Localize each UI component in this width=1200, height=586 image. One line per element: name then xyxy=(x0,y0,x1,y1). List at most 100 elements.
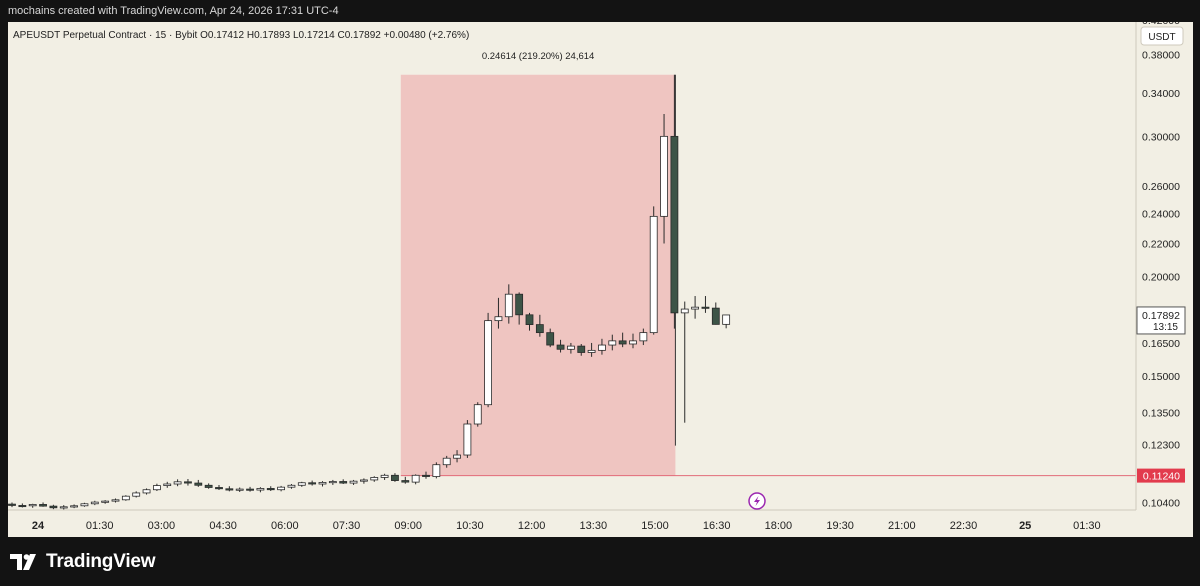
last-price-label: 0.17892 xyxy=(1142,310,1180,322)
candle-up[interactable] xyxy=(473,404,482,425)
candle-down[interactable] xyxy=(184,481,192,484)
candle-up[interactable] xyxy=(442,457,451,466)
candle-up[interactable] xyxy=(101,500,110,503)
candle-up[interactable] xyxy=(152,485,161,491)
candle-down[interactable] xyxy=(401,480,410,483)
time-tick-label: 19:30 xyxy=(826,520,854,532)
candle-up[interactable] xyxy=(173,481,182,485)
time-tick-label: 10:30 xyxy=(456,520,484,532)
time-tick-label: 01:30 xyxy=(86,520,114,532)
candle-down[interactable] xyxy=(308,482,317,485)
candle-up[interactable] xyxy=(484,320,493,406)
candle-up[interactable] xyxy=(370,477,379,481)
candle-down[interactable] xyxy=(618,340,627,345)
time-tick-label: 06:00 xyxy=(271,520,299,532)
candle-up[interactable] xyxy=(504,293,513,318)
candle-down[interactable] xyxy=(515,293,524,316)
candle-down[interactable] xyxy=(204,484,213,488)
time-tick-label: 04:30 xyxy=(209,520,237,532)
candle-up[interactable] xyxy=(111,499,120,502)
time-tick-label: 12:00 xyxy=(518,520,546,532)
candle-up[interactable] xyxy=(235,488,244,491)
time-tick-label: 22:30 xyxy=(950,520,978,532)
candle-up[interactable] xyxy=(629,340,637,345)
candle-up[interactable] xyxy=(142,489,151,494)
candle-up[interactable] xyxy=(349,480,358,484)
candle-up[interactable] xyxy=(28,504,37,507)
candle-up[interactable] xyxy=(660,135,668,217)
top-bar: mochains created with TradingView.com, A… xyxy=(0,0,1200,22)
measure-label: 0.24614 (219.20%) 24,614 xyxy=(482,51,595,62)
candle-down[interactable] xyxy=(556,344,565,350)
candle-down[interactable] xyxy=(701,306,710,309)
candle-down[interactable] xyxy=(246,488,254,491)
candle-down[interactable] xyxy=(225,488,234,491)
price-tick-label: 0.38000 xyxy=(1142,50,1180,62)
currency-badge[interactable] xyxy=(1140,26,1184,46)
candle-up[interactable] xyxy=(380,474,389,478)
candle-up[interactable] xyxy=(70,505,78,508)
candlestick-chart[interactable]: 0.24614 (219.20%) 24,614 APEUSDT Perpetua… xyxy=(8,22,1193,537)
tradingview-logo[interactable]: TradingView xyxy=(10,551,156,573)
candle-up[interactable] xyxy=(328,481,337,484)
candle-up[interactable] xyxy=(639,332,648,342)
candle-up[interactable] xyxy=(90,501,99,505)
candle-up[interactable] xyxy=(587,349,596,353)
candle-down[interactable] xyxy=(39,504,47,507)
candle-down[interactable] xyxy=(391,474,399,481)
candle-up[interactable] xyxy=(598,344,606,351)
candle-down[interactable] xyxy=(535,324,544,334)
candle-up[interactable] xyxy=(256,488,265,491)
candle-up[interactable] xyxy=(567,345,575,350)
candle-up[interactable] xyxy=(453,454,461,459)
candle-up[interactable] xyxy=(432,464,441,477)
candle-up[interactable] xyxy=(649,215,658,334)
time-tick-label: 13:30 xyxy=(580,520,608,532)
candle-up[interactable] xyxy=(59,506,68,509)
candle-up[interactable] xyxy=(297,482,306,486)
time-tick-label: 16:30 xyxy=(703,520,731,532)
candle-up[interactable] xyxy=(132,492,141,497)
price-line-badge[interactable] xyxy=(1137,468,1185,483)
candle-up[interactable] xyxy=(691,306,699,310)
candle-down[interactable] xyxy=(546,332,555,346)
tradingview-logo-icon xyxy=(10,554,36,570)
candle-down[interactable] xyxy=(194,482,203,486)
candle-down[interactable] xyxy=(266,488,275,491)
candle-down[interactable] xyxy=(525,314,534,325)
candle-down[interactable] xyxy=(49,505,58,509)
candle-down[interactable] xyxy=(670,135,679,314)
candle-up[interactable] xyxy=(277,486,286,491)
time-tick-label: 01:30 xyxy=(1073,520,1101,532)
candle-up[interactable] xyxy=(411,474,420,483)
candle-up[interactable] xyxy=(494,316,503,322)
candle-up[interactable] xyxy=(318,482,327,485)
time-tick-label: 15:00 xyxy=(641,520,669,532)
candle-down[interactable] xyxy=(422,474,430,477)
price-tick-label: 0.13500 xyxy=(1142,407,1180,419)
candle-down[interactable] xyxy=(215,487,223,490)
measure-zone[interactable] xyxy=(400,74,676,476)
candle-up[interactable] xyxy=(121,495,130,501)
candle-up[interactable] xyxy=(287,484,296,488)
price-tick-label: 0.26000 xyxy=(1142,181,1180,193)
candle-up[interactable] xyxy=(163,483,172,486)
candle-up[interactable] xyxy=(680,308,689,314)
last-price-badge[interactable] xyxy=(1136,306,1186,335)
ohlc-legend: APEUSDT Perpetual Contract · 15 · Bybit … xyxy=(13,30,469,41)
candle-up[interactable] xyxy=(608,340,617,346)
candle-up[interactable] xyxy=(359,479,368,482)
candle-down[interactable] xyxy=(711,307,720,325)
candle-down[interactable] xyxy=(8,503,16,506)
chart-pane[interactable]: 0.24614 (219.20%) 24,614 APEUSDT Perpetua… xyxy=(8,22,1193,537)
bottom-bar: TradingView xyxy=(0,537,1200,586)
candle-down[interactable] xyxy=(339,481,348,484)
candle-down[interactable] xyxy=(18,505,27,508)
candle-down[interactable] xyxy=(577,345,586,353)
time-tick-label: 18:00 xyxy=(765,520,793,532)
candle-up[interactable] xyxy=(80,503,89,507)
price-tick-label: 0.16500 xyxy=(1142,338,1180,350)
currency-label: USDT xyxy=(1148,32,1175,43)
candle-up[interactable] xyxy=(722,314,731,325)
candle-up[interactable] xyxy=(463,423,472,456)
